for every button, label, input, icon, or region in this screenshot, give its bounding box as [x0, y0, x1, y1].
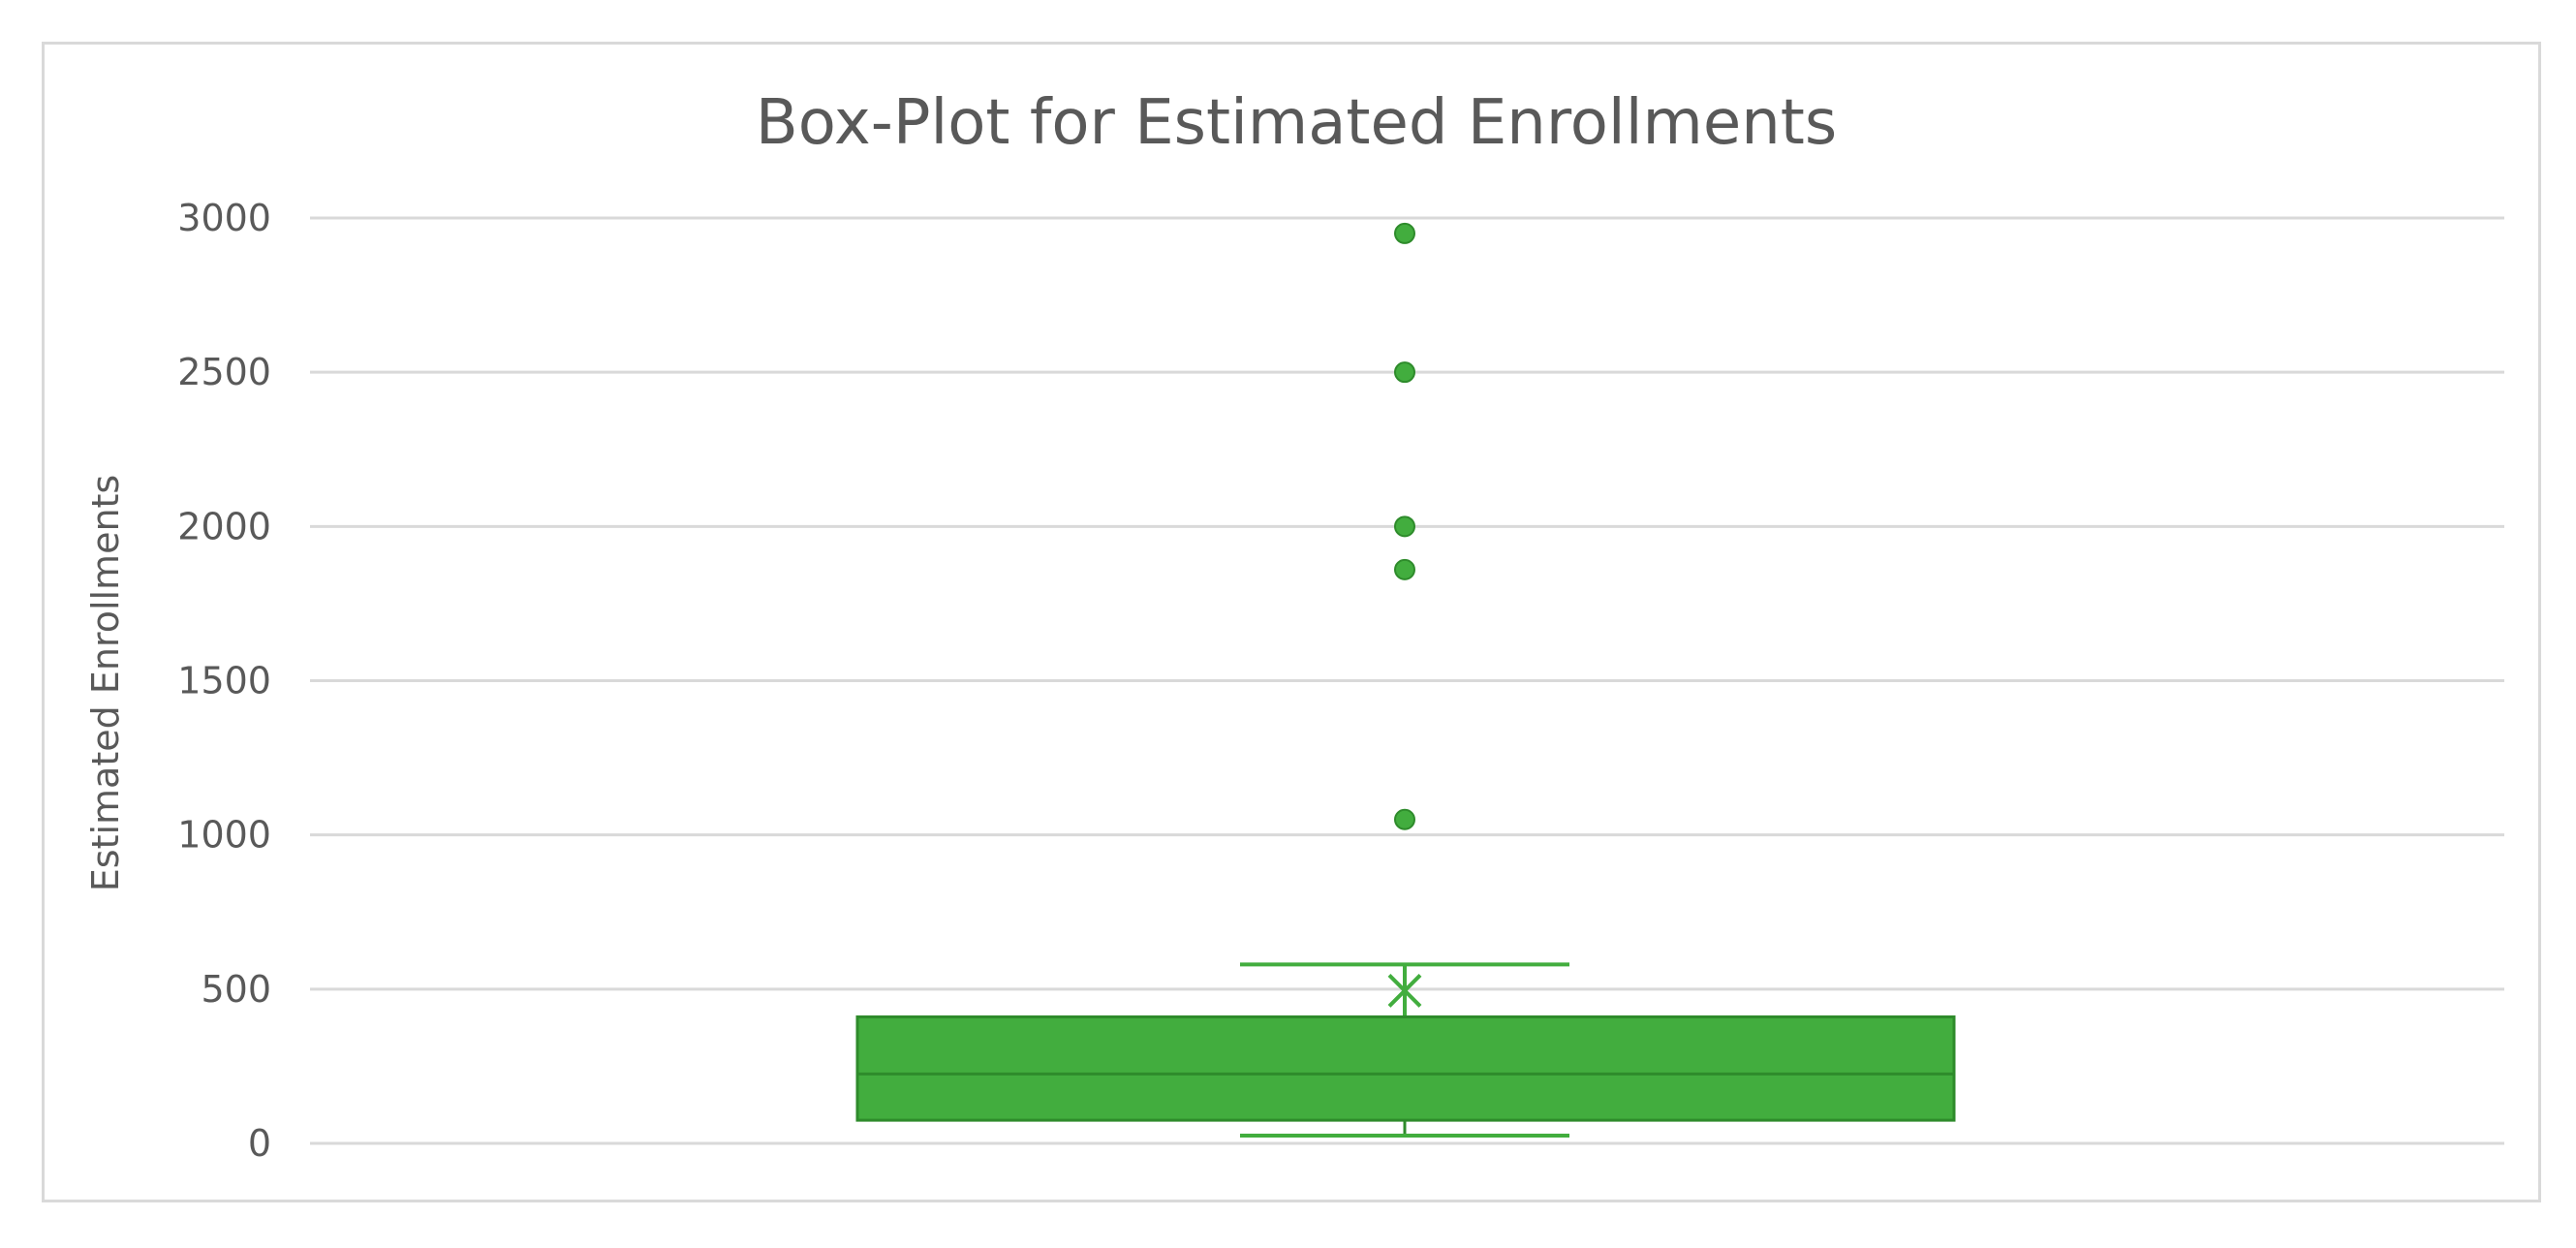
chart-frame [42, 42, 2541, 1202]
outlier-point [1394, 515, 1415, 538]
y-tick-label: 2000 [177, 505, 271, 547]
outlier-point [1394, 222, 1415, 244]
interquartile-box [855, 1014, 1956, 1122]
outlier-point [1394, 558, 1415, 580]
outlier-point [1394, 808, 1415, 830]
y-tick-label: 1500 [177, 660, 271, 702]
y-tick-label: 1000 [177, 814, 271, 857]
chart-title: Box-Plot for Estimated Enrollments [756, 87, 1837, 159]
box-plot-marks [855, 962, 1956, 1139]
y-tick-label: 500 [201, 968, 271, 1011]
y-tick-labels: 0 500 1000 1500 2000 2500 3000 [177, 197, 271, 1165]
y-axis-title: Estimated Enrollments [84, 475, 127, 891]
outlier-points [1394, 222, 1415, 830]
y-tick-label: 2500 [177, 351, 271, 393]
gridlines [310, 216, 2504, 1145]
outlier-point [1394, 361, 1415, 384]
mean-marker [1387, 974, 1422, 1008]
y-tick-label: 3000 [177, 197, 271, 239]
y-tick-label: 0 [248, 1122, 271, 1165]
